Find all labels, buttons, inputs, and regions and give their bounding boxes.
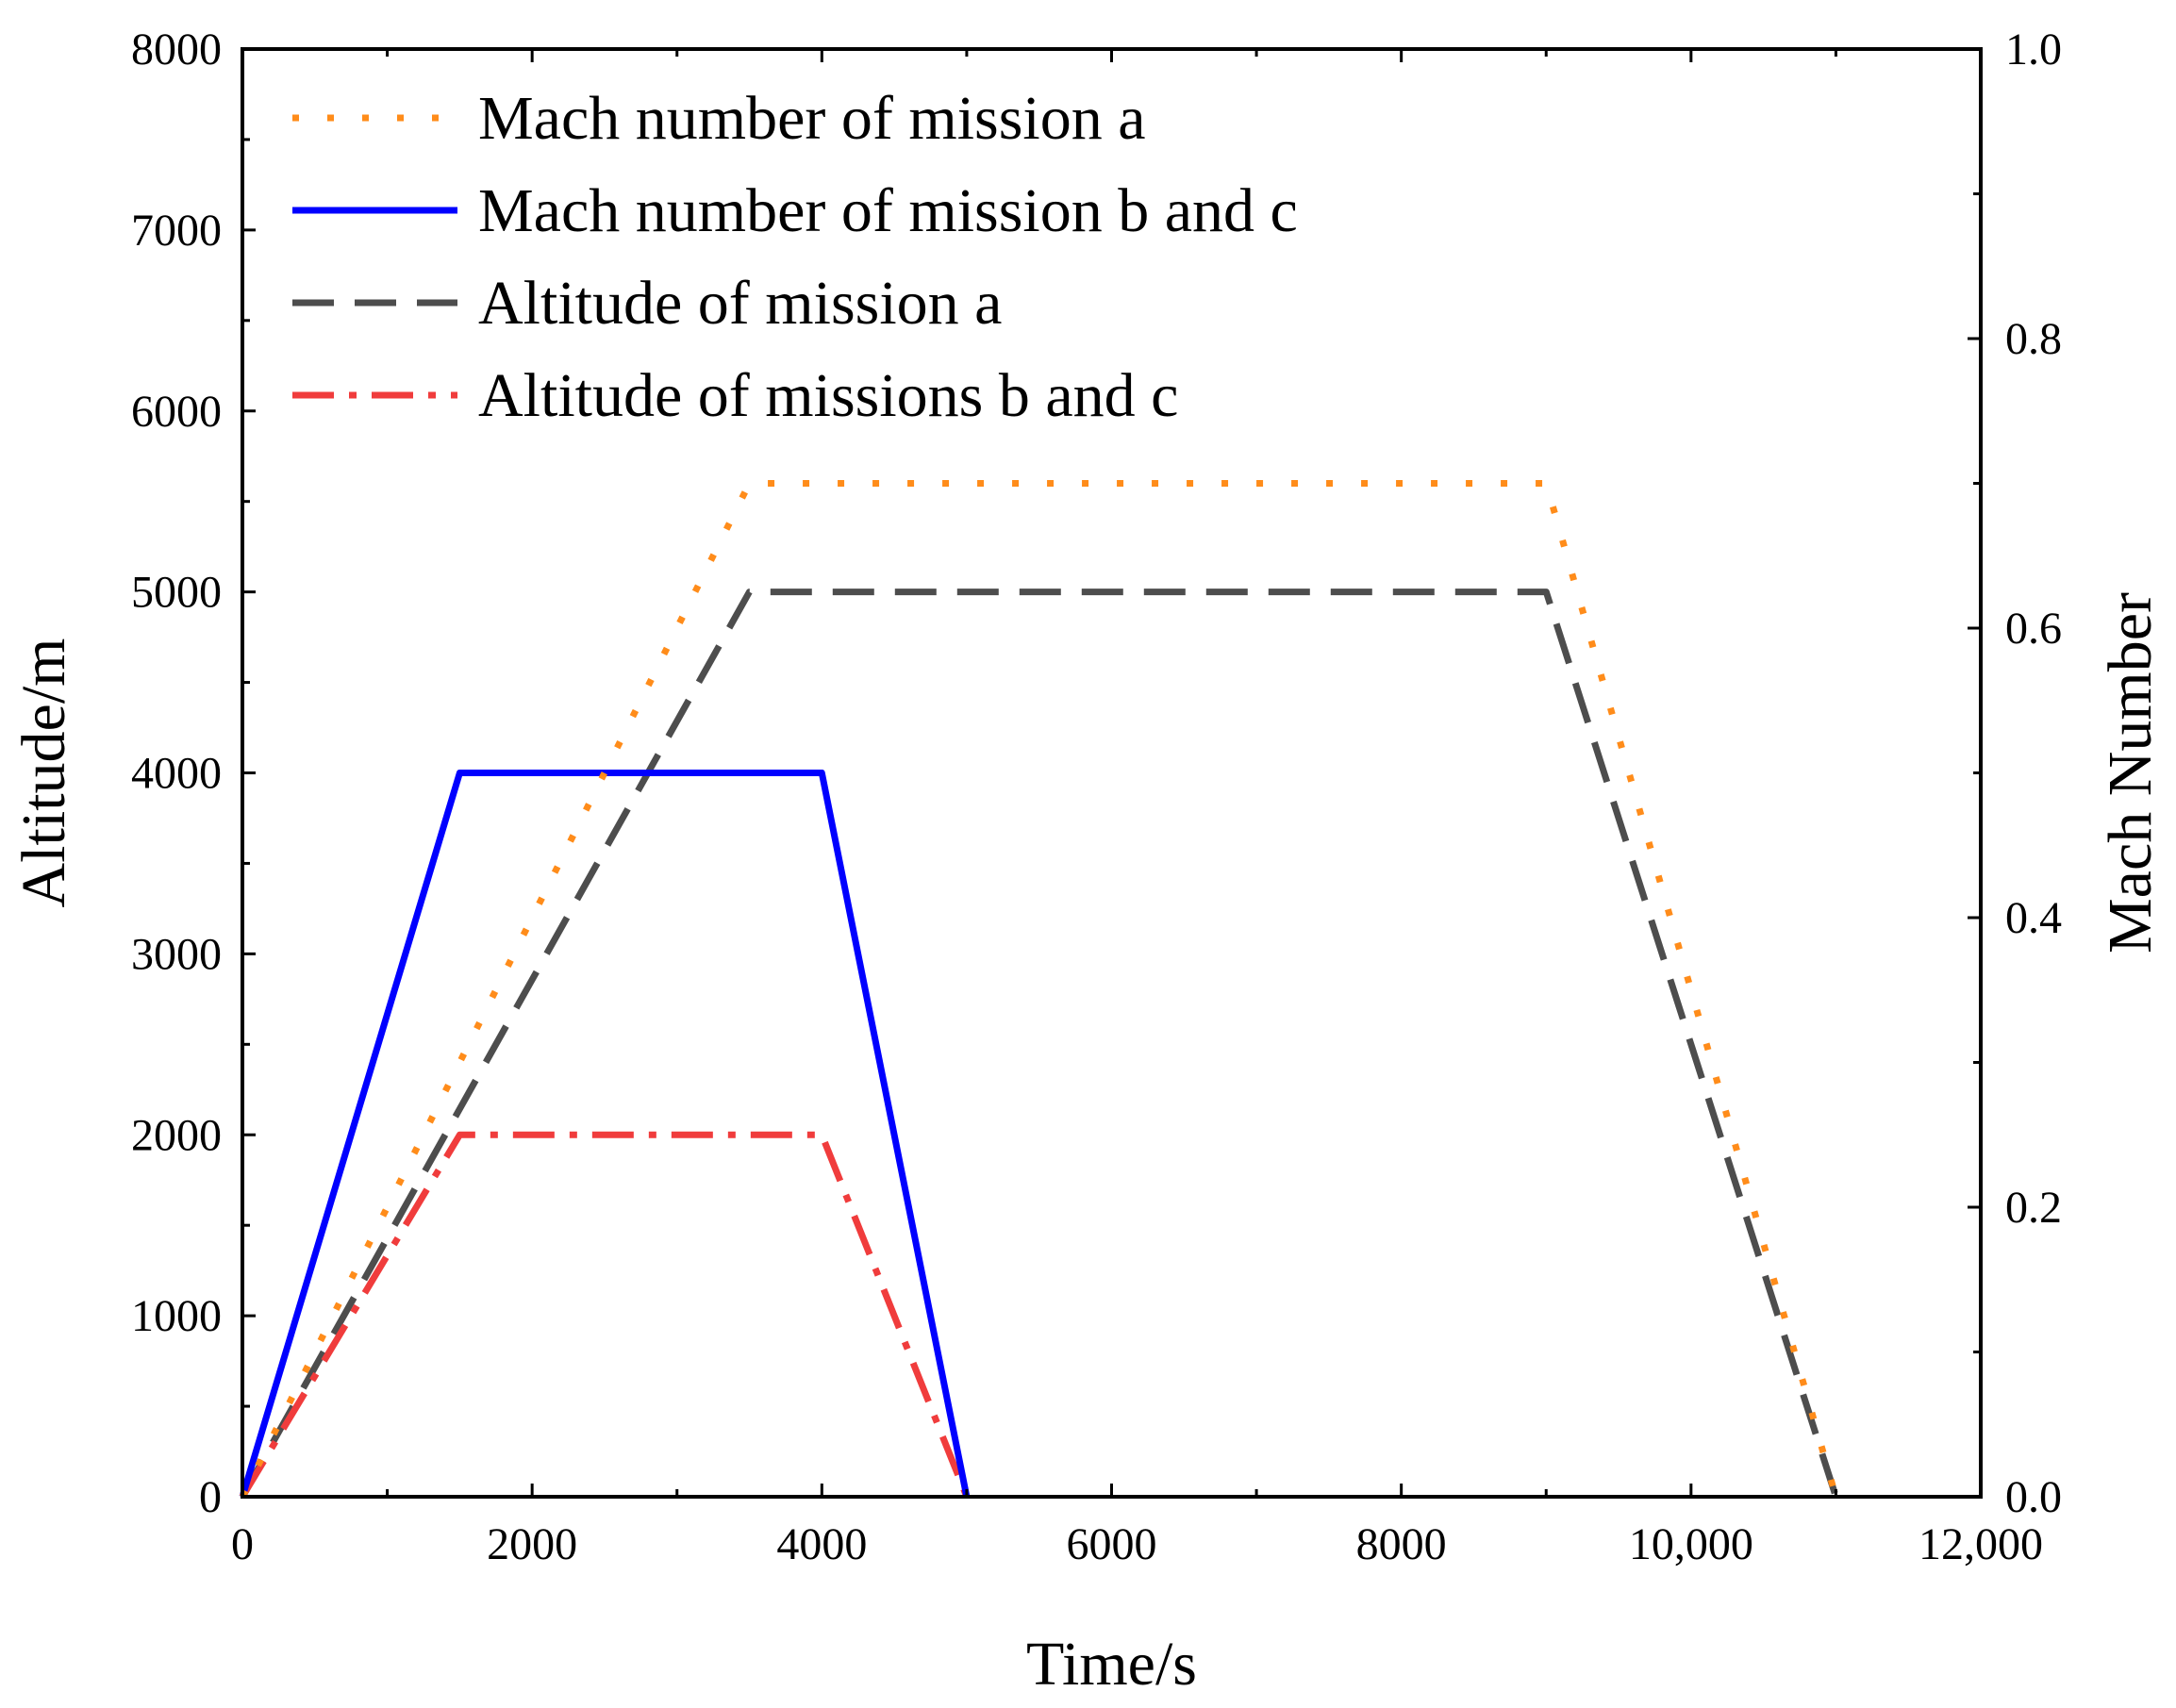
y-axis-title: Altitude/m bbox=[9, 638, 78, 908]
y2-tick-label: 0.4 bbox=[2005, 893, 2062, 943]
y2-tick-label: 0.8 bbox=[2005, 314, 2062, 364]
y2-tick-label: 1.0 bbox=[2005, 25, 2062, 75]
y-tick-label: 1000 bbox=[131, 1291, 222, 1341]
y-tick-label: 2000 bbox=[131, 1110, 222, 1160]
series-layer bbox=[239, 480, 1839, 1499]
y-tick-label: 0 bbox=[199, 1472, 222, 1522]
y-tick-label: 4000 bbox=[131, 749, 222, 799]
y2-axis-title: Mach Number bbox=[2096, 592, 2165, 953]
x-tick-label: 0 bbox=[231, 1519, 254, 1569]
x-tick-label: 10,000 bbox=[1629, 1519, 1753, 1569]
ticks-layer: 0 2000 4000 6000 8000 10,000 12,000 0 1000 2000 30… bbox=[131, 25, 2062, 1569]
y-tick-label: 3000 bbox=[131, 929, 222, 979]
y2-tick-label: 0.0 bbox=[2005, 1472, 2062, 1522]
legend-label: Altitude of missions b and c bbox=[478, 361, 1178, 430]
y2-tick-label: 0.6 bbox=[2005, 604, 2062, 654]
y-tick-label: 8000 bbox=[131, 25, 222, 75]
series-line-mach-number-of-mission-a bbox=[239, 480, 1839, 1499]
legend: Mach number of mission a Mach number of m… bbox=[292, 84, 1298, 430]
x-tick-label: 4000 bbox=[776, 1519, 867, 1569]
x-axis-title: Time/s bbox=[1026, 1630, 1197, 1699]
x-tick-label: 6000 bbox=[1067, 1519, 1157, 1569]
x-tick-label: 2000 bbox=[487, 1519, 577, 1569]
y-tick-label: 5000 bbox=[131, 568, 222, 618]
legend-label: Mach number of mission b and c bbox=[478, 176, 1298, 245]
y-tick-label: 6000 bbox=[131, 387, 222, 437]
x-tick-label: 12,000 bbox=[1919, 1519, 2043, 1569]
x-tick-label: 8000 bbox=[1356, 1519, 1447, 1569]
series-line-altitude-of-mission-a bbox=[239, 589, 1839, 1499]
y2-tick-label: 0.2 bbox=[2005, 1183, 2062, 1233]
legend-label: Mach number of mission a bbox=[478, 84, 1146, 153]
series-line-altitude-of-missions-b-and-c bbox=[239, 1131, 971, 1499]
y-tick-label: 7000 bbox=[131, 206, 222, 256]
legend-label: Altitude of mission a bbox=[478, 269, 1002, 338]
series-line-mach-number-of-mission-b-and-c bbox=[239, 770, 971, 1499]
